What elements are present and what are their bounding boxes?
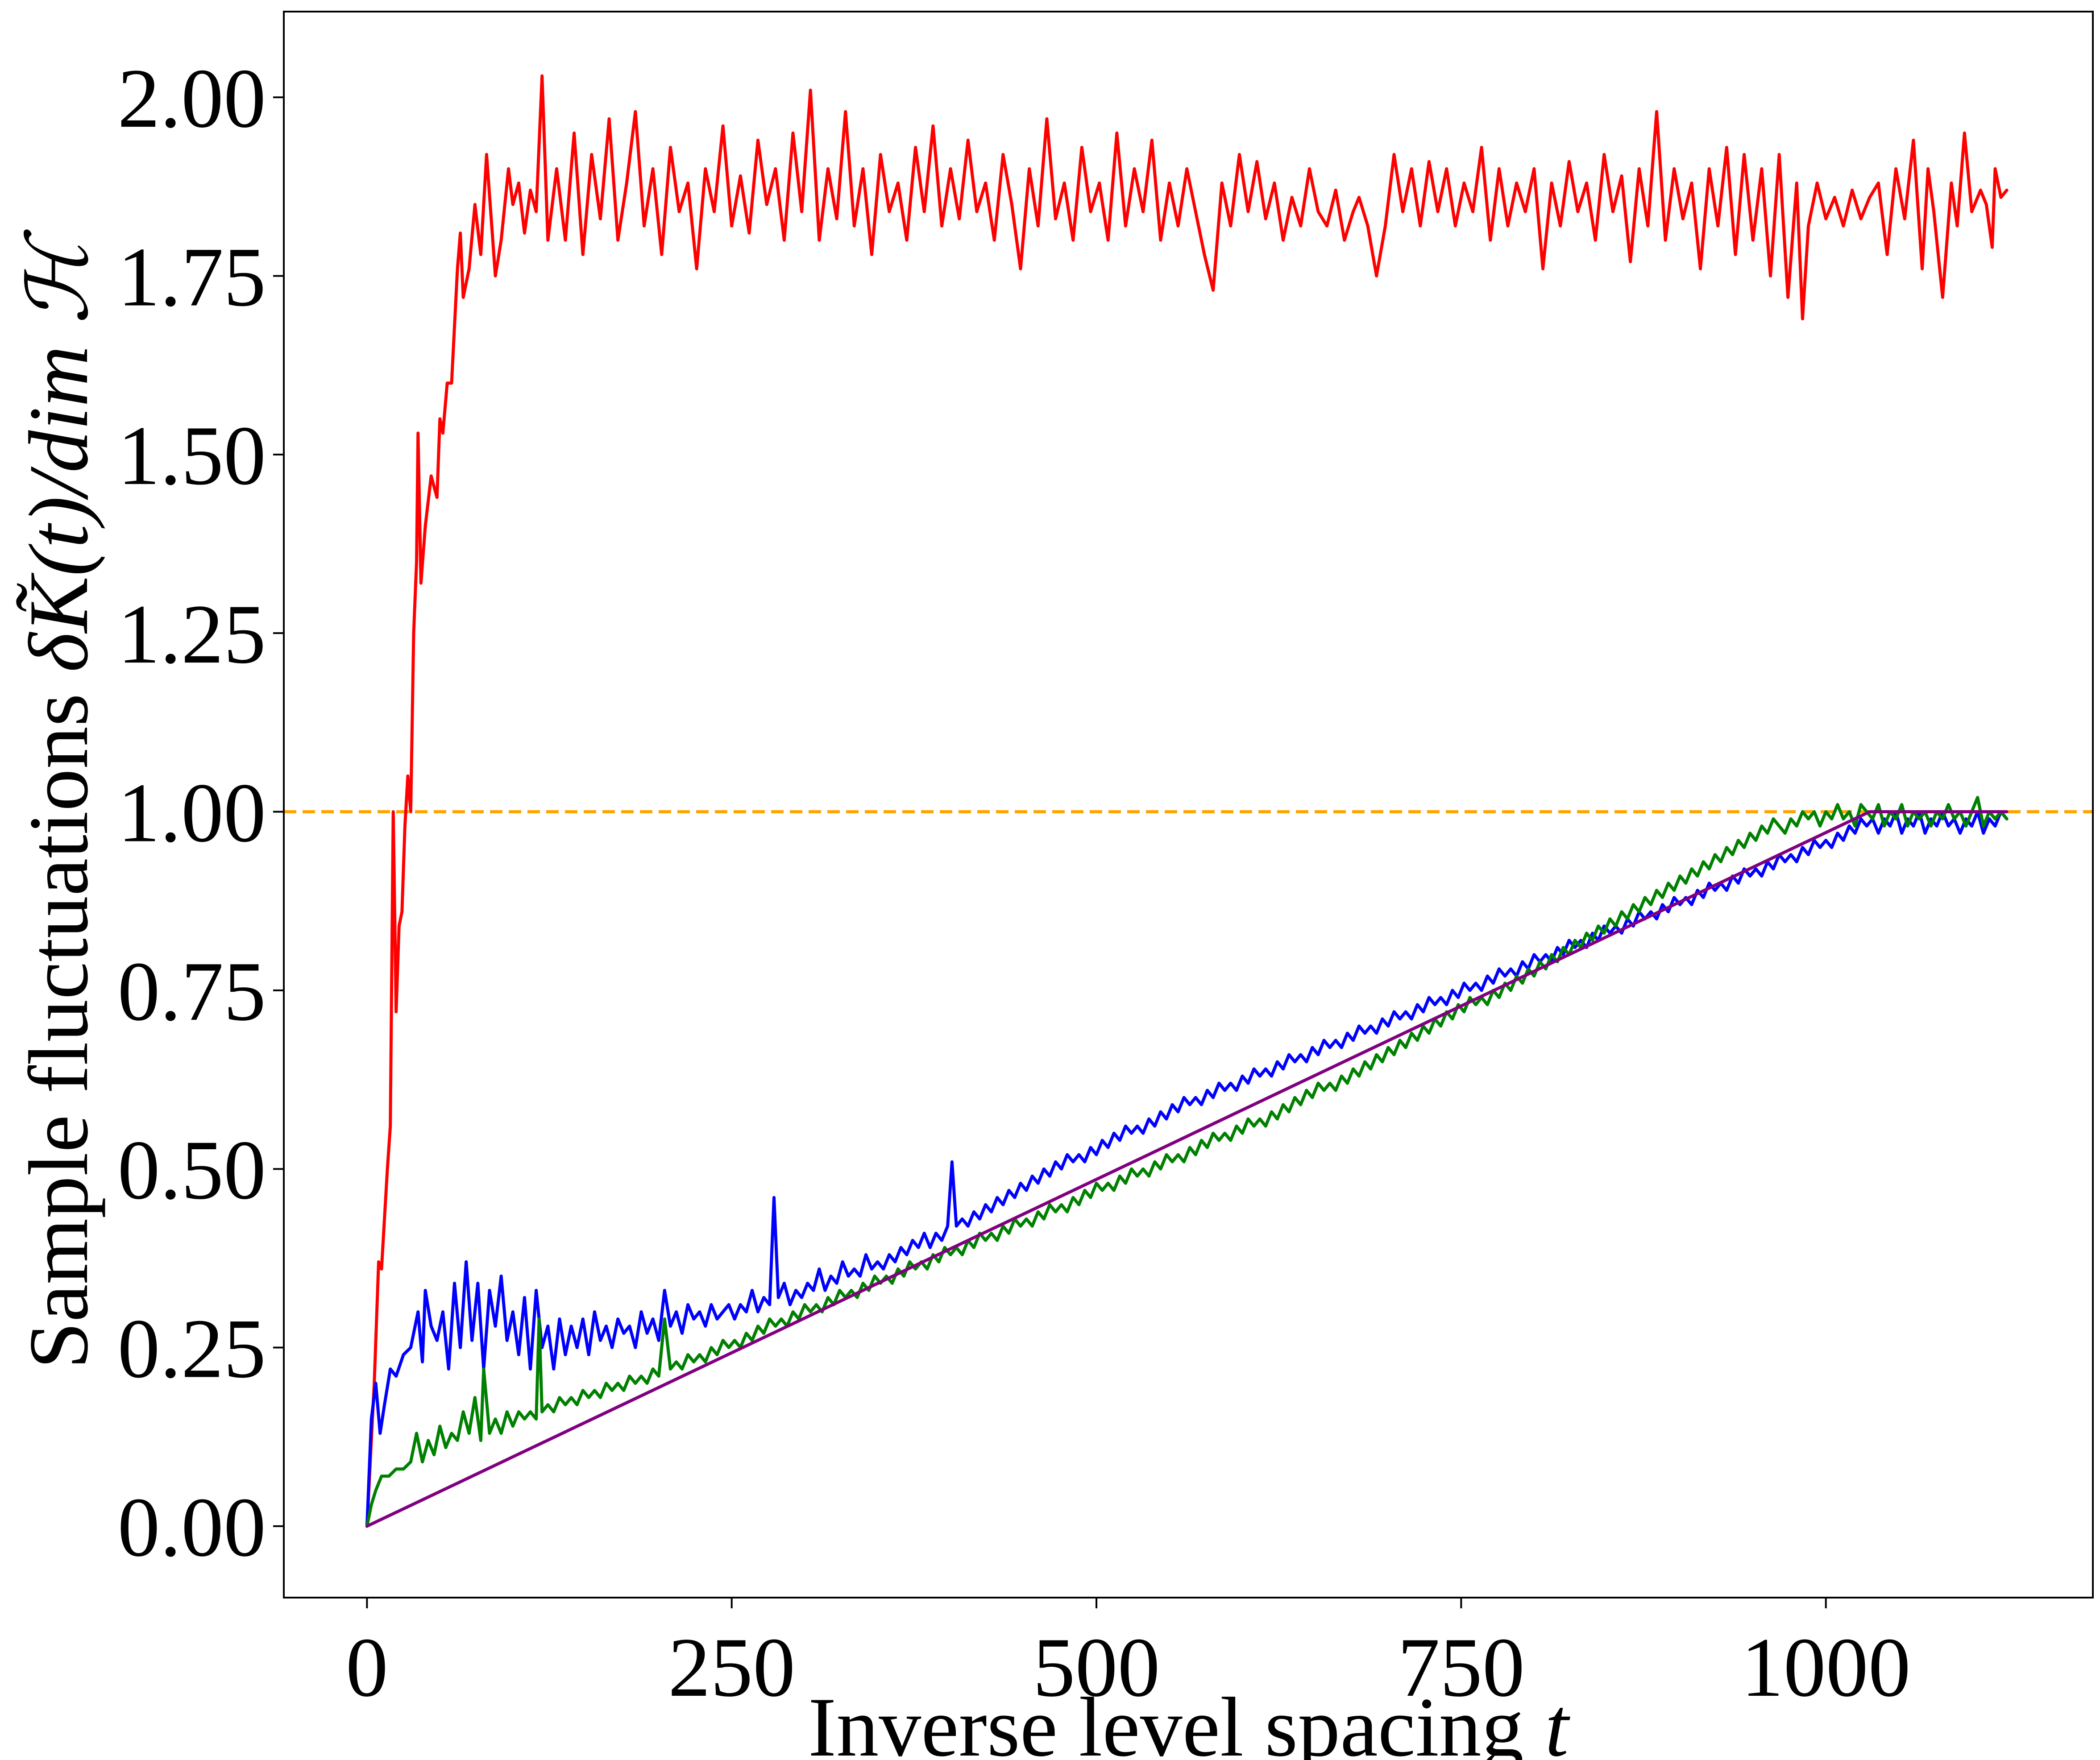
y-tick-label: 1.00 (118, 766, 266, 860)
y-tick-label: 0.00 (118, 1481, 266, 1574)
series-line-green (365, 796, 2009, 1528)
plot-area-frame (283, 11, 2094, 1598)
series-line-red (365, 74, 2009, 1528)
series-layer (365, 74, 2009, 1528)
x-tick-label: 0 (346, 1621, 388, 1714)
y-axis: 0.00 0.25 0.50 0.75 1.00 1.25 1.50 1.75 2.00 (118, 52, 284, 1574)
y-tick-label: 1.25 (118, 588, 266, 681)
y-axis-label: Sample fluctuations δK̃(t)/dim ℋ (12, 229, 106, 1369)
x-axis-label: Inverse level spacing t (808, 1681, 1570, 1760)
y-tick-label: 1.50 (118, 409, 266, 503)
x-axis: 0 250 500 750 1000 (346, 1598, 1911, 1714)
y-tick-label: 2.00 (118, 52, 266, 145)
x-tick-label: 500 (1033, 1621, 1160, 1714)
y-tick-label: 0.25 (118, 1302, 266, 1396)
series-line-purple (365, 810, 2009, 1528)
y-tick-label: 1.75 (118, 231, 266, 324)
x-tick-label: 250 (668, 1621, 795, 1714)
y-tick-label: 0.75 (118, 945, 266, 1039)
x-tick-label: 1000 (1741, 1621, 1911, 1714)
y-tick-label: 0.50 (118, 1123, 266, 1217)
x-tick-label: 750 (1398, 1621, 1525, 1714)
